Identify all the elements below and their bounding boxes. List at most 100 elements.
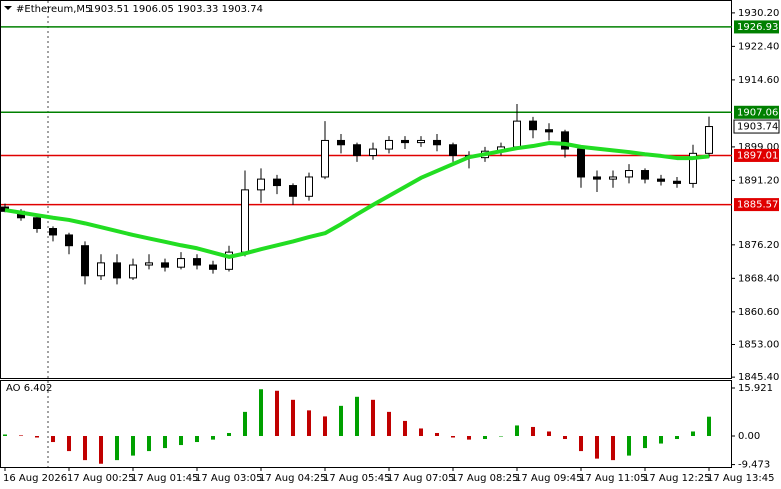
ao-bar	[195, 436, 199, 443]
last-price-box	[733, 119, 780, 134]
candle-body	[97, 262, 105, 277]
candle-body	[625, 170, 633, 178]
y-tick-label: 1845.40	[738, 372, 779, 383]
y-tick-label: 1899.00	[738, 142, 779, 153]
candle-body	[433, 139, 441, 146]
candle-body	[273, 178, 281, 187]
candle-body	[657, 178, 665, 182]
ao-bar	[451, 436, 455, 438]
candle-body	[641, 170, 649, 180]
y-tick-label: 1891.20	[738, 175, 779, 186]
candle-body	[705, 126, 713, 154]
x-tick-label: 17 Aug 04:25	[259, 473, 326, 484]
x-tick-label: 17 Aug 07:05	[387, 473, 454, 484]
candle-body	[145, 262, 153, 266]
price-pane	[0, 0, 732, 379]
candle-body	[49, 228, 57, 236]
menu-arrow	[4, 6, 12, 10]
candle-body	[161, 262, 169, 268]
level-label: 1885.57	[737, 200, 778, 211]
ao-bar	[643, 436, 647, 449]
x-tick-label: 17 Aug 11:05	[579, 473, 646, 484]
y-tick-label: -9.473	[738, 460, 770, 471]
y-tick-label: 1930.20	[738, 8, 779, 19]
candle-body	[513, 120, 521, 148]
y-tick-label: 1853.00	[738, 339, 779, 350]
candle-body	[113, 262, 121, 279]
ao-bar	[387, 411, 391, 437]
candle-body	[305, 176, 313, 197]
level-box	[734, 148, 779, 162]
candle-body	[385, 139, 393, 150]
candle-body	[337, 139, 345, 146]
ao-bar	[467, 436, 471, 440]
ao-bar	[179, 436, 183, 446]
ao-bar	[243, 411, 247, 437]
candle-body	[577, 148, 585, 178]
ao-bar	[659, 436, 663, 444]
ao-bar	[579, 436, 583, 452]
candle-body	[289, 185, 297, 197]
ao-bar	[227, 432, 231, 437]
level-label: 1907.06	[737, 107, 778, 118]
y-tick-label: 1876.20	[738, 240, 779, 251]
ao-bar	[211, 436, 215, 440]
ao-bar	[483, 436, 487, 440]
x-tick-label: 17 Aug 09:45	[515, 473, 582, 484]
candle-body	[193, 258, 201, 266]
ao-bar	[259, 389, 263, 437]
ao-bar	[515, 425, 519, 437]
candle-body	[609, 176, 617, 180]
ao-bar	[51, 436, 55, 443]
ao-bar	[547, 431, 551, 437]
candle-body	[353, 144, 361, 156]
moving-average	[4, 141, 710, 259]
candle-body	[593, 176, 601, 180]
ao-bar	[275, 390, 279, 437]
candle-body	[257, 178, 265, 191]
ao-bar	[499, 436, 503, 437]
x-tick-label: 17 Aug 03:05	[195, 473, 262, 484]
ao-bar	[595, 436, 599, 459]
ao-bar	[531, 426, 535, 437]
x-tick-label: 17 Aug 12:25	[643, 473, 710, 484]
x-tick-label: 17 Aug 01:45	[131, 473, 198, 484]
candle-body	[449, 144, 457, 156]
y-tick-label: 0.00	[738, 431, 760, 442]
ao-bar	[291, 399, 295, 437]
x-tick-label: 17 Aug 05:45	[323, 473, 390, 484]
symbol-title: #Ethereum,M5	[16, 4, 91, 15]
last-price-label: 1903.74	[737, 122, 778, 133]
candle-body	[129, 264, 137, 279]
candle-body	[241, 189, 249, 253]
candle-body	[561, 131, 569, 150]
level-box	[734, 20, 779, 34]
ao-bar	[707, 416, 711, 437]
ao-bar	[131, 436, 135, 456]
y-tick-label: 1914.60	[738, 75, 779, 86]
candle-body	[689, 152, 697, 184]
ao-bar	[403, 420, 407, 437]
y-tick-label: 1868.40	[738, 273, 779, 284]
ao-bar	[35, 436, 39, 438]
ao-bar	[83, 436, 87, 461]
ao-bar	[99, 436, 103, 464]
candle-body	[401, 139, 409, 144]
candle-body	[209, 264, 217, 270]
x-tick-label: 17 Aug 08:25	[451, 473, 518, 484]
ao-bar	[67, 436, 71, 452]
candle-body	[529, 120, 537, 131]
ao-bar	[3, 434, 7, 437]
candle-body	[65, 234, 73, 247]
level-box	[734, 198, 779, 212]
ao-bar	[147, 436, 151, 452]
ao-bar	[339, 405, 343, 437]
ao-title: AO 6.402	[6, 383, 52, 394]
ao-bar	[323, 416, 327, 437]
ao-bar	[19, 435, 23, 437]
ao-pane	[0, 380, 732, 468]
ao-bar	[691, 431, 695, 437]
ao-bar	[355, 396, 359, 437]
ao-bar	[163, 436, 167, 449]
